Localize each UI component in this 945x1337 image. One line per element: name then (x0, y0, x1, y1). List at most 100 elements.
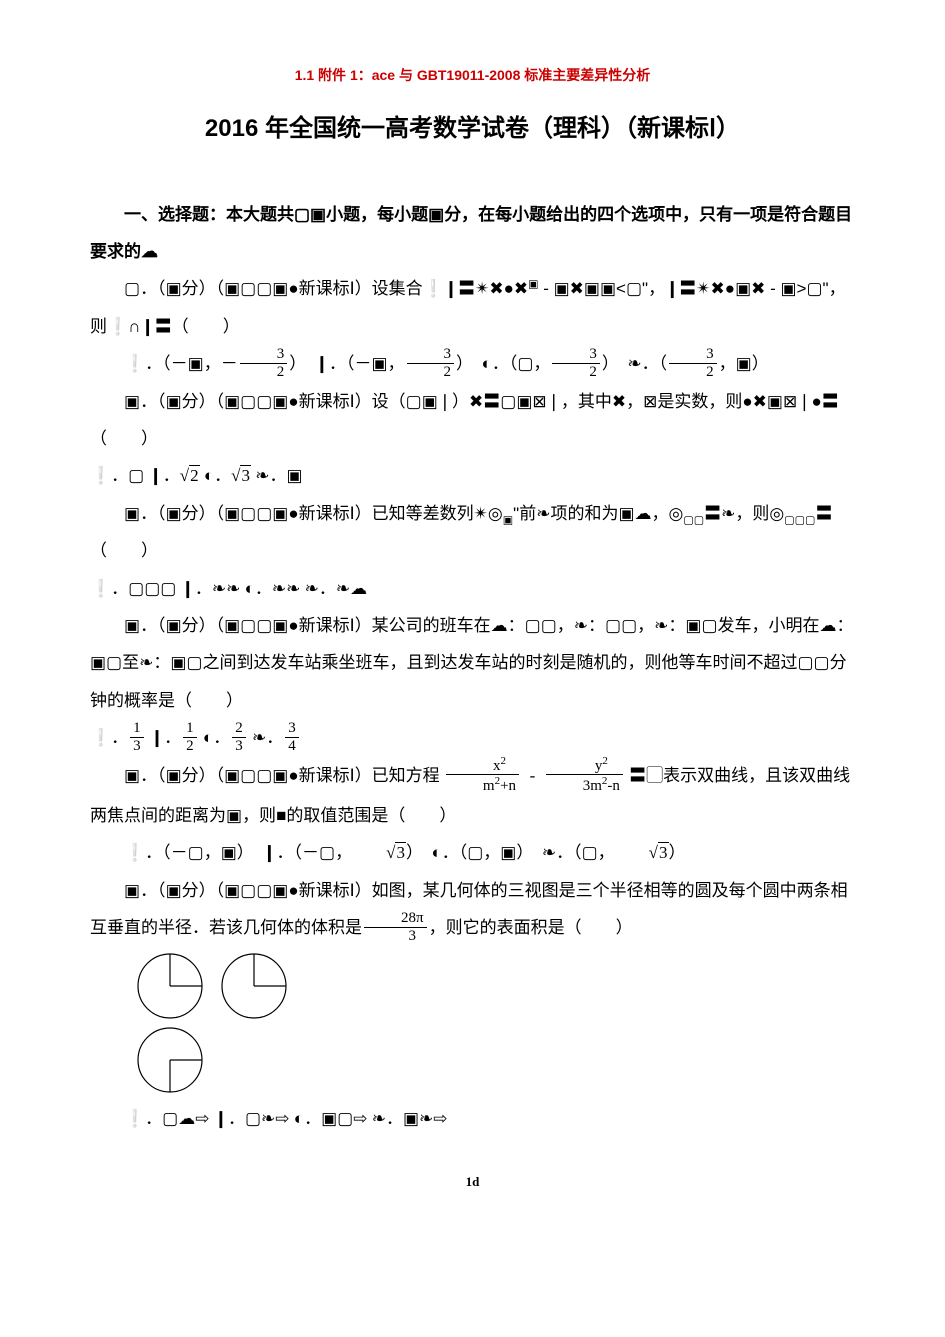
q3-b2: 前 (519, 504, 536, 523)
sqrt-3: 3 (231, 457, 251, 494)
radicand: 3 (395, 842, 406, 862)
three-view-row1 (130, 946, 855, 1026)
q4-optD-icon: ❧ (252, 728, 266, 747)
three-view-circle-2 (214, 946, 294, 1026)
q2-b1: 设（ (372, 392, 406, 411)
q2-g6: ⊠ (643, 392, 657, 411)
q3-g5: ▣☁ (618, 504, 651, 523)
q3-b1: 已知等差数列 (372, 504, 474, 523)
q2-g2: ▣▢▢▣● (224, 392, 299, 411)
frac-1-2: 12 (183, 720, 197, 754)
sqrt-3-b: 3 (352, 834, 406, 871)
q4-optC-icon: ◐ (203, 728, 213, 747)
q5-tag: 新课标Ⅰ） (299, 766, 372, 785)
frac-den: 4 (285, 738, 299, 755)
q5-oc3: ） (516, 843, 533, 862)
frac-den: 3 (130, 738, 144, 755)
cloud-icon: ☁ (141, 242, 158, 261)
q5-optA-icon: ❕ (124, 843, 145, 862)
q6-oc-g: ▣▢⇨ (321, 1109, 367, 1128)
q5-oa3: ） (237, 843, 254, 862)
frac-num: 3 (669, 346, 717, 364)
q2-g5: ✖ (612, 392, 626, 411)
header-annotation: 1.1 附件 1：ace 与 GBT19011-2008 标准主要差异性分析 (90, 60, 855, 91)
q5-b3: ，则 (242, 806, 276, 825)
q2-optA-icon: ❕ (90, 466, 111, 485)
q1-od-g: ▣ (736, 354, 752, 373)
q2-num-icon: ▣ (124, 392, 140, 411)
q3-t1: ．（ (140, 504, 166, 523)
q4-tag: 新课标Ⅰ） (299, 616, 372, 635)
q6-b2: ，则它的表面积是（ ） (429, 918, 633, 937)
q5-g5: ■ (276, 806, 286, 825)
q1-ob-g: ▣ (371, 354, 387, 373)
q5-oa-g2: ▣ (221, 843, 237, 862)
q4-b1: 某公司的班车在 (372, 616, 491, 635)
q3-oc: ． (255, 579, 272, 598)
frac-28pi-3: 28π3 (364, 910, 427, 944)
q6-oc: ． (304, 1109, 321, 1128)
q6-g2: ▣▢▢▣● (224, 881, 299, 900)
q1-od1: ．（ (642, 354, 668, 373)
q5-t1: ．（ (140, 766, 166, 785)
q1-optD-icon: ❧ (627, 354, 641, 373)
q6-od: ． (386, 1109, 403, 1128)
frac-3-2-d: 32 (669, 346, 717, 380)
q5-oa2: ， (204, 843, 221, 862)
frac-den: 2 (183, 738, 197, 755)
q1-oc-g: ▢ (517, 354, 533, 373)
frac-num: 1 (183, 720, 197, 738)
m: m (483, 778, 495, 794)
q5-od3: ） (669, 843, 686, 862)
radicand: 3 (658, 842, 669, 862)
q1-od3: ） (752, 354, 769, 373)
radicand: 2 (189, 465, 200, 485)
frac-3-2-a: 32 (240, 346, 288, 380)
q2-od: ． (269, 466, 286, 485)
q1-b1: 设集合 (372, 279, 423, 298)
frac-3-4: 34 (285, 720, 299, 754)
q3-g1: ▣ (166, 504, 182, 523)
frac-num: 3 (240, 346, 288, 364)
q5-ob3: ） (406, 843, 423, 862)
q1-t2: 分）（ (182, 279, 225, 298)
q5-oc2: ， (483, 843, 500, 862)
q2-tag: 新课标Ⅰ） (299, 392, 372, 411)
glyph-box: ▢▣ (294, 205, 326, 224)
frac-den: 3 (364, 928, 427, 945)
question-5: ▣．（▣分）（▣▢▢▣●新课标Ⅰ）已知方程 x2m2+n - y23m2-n 〓… (90, 757, 855, 834)
q2-b2: ） (452, 392, 469, 411)
frac-den: 2 (552, 364, 600, 381)
q2-g1: ▣ (166, 392, 182, 411)
q2-optB-icon: ❙ (148, 466, 162, 485)
q4-g2: ▣▢▢▣● (224, 616, 299, 635)
q1-b4: ∩ (128, 317, 140, 336)
q4-g3: ☁ (491, 616, 508, 635)
frac-den: 2 (240, 364, 288, 381)
q6-optB-icon: ❙ (214, 1109, 228, 1128)
q4-b10: ： (153, 653, 170, 672)
q2-oa-g: ▢ (128, 466, 144, 485)
q3-optD-icon: ❧ (305, 579, 319, 598)
q4-optA-icon: ❕ (90, 728, 111, 747)
q6-t2: 分）（ (182, 881, 225, 900)
q6-ob-g: ▢❧⇨ (245, 1109, 290, 1128)
frac-den: 2 (407, 364, 455, 381)
section-1-heading: 一、选择题：本大题共▢▣小题，每小题▣分，在每小题给出的四个选项中，只有一项是符… (90, 196, 855, 271)
page-title: 2016 年全国统一高考数学试卷（理科）（新课标Ⅰ） (90, 103, 855, 156)
q1-b5: （ ） (172, 317, 240, 336)
q2-od-g: ▣ (286, 466, 302, 485)
frac-num: 1 (130, 720, 144, 738)
q3-g4: ❧ (536, 504, 550, 523)
minusn: -n (607, 778, 620, 794)
q3-optA-icon: ❕ (90, 579, 111, 598)
frac-y2-3m2n: y23m2-n (546, 755, 623, 795)
q3-b4: ， (652, 504, 669, 523)
frac-2-3: 23 (232, 720, 246, 754)
q3-ob-g: ❧❧ (212, 579, 241, 598)
page-number: 1d (90, 1168, 855, 1197)
q4-g7: ❧ (654, 616, 668, 635)
frac-den: 3 (232, 738, 246, 755)
q3-b5: ，则 (735, 504, 769, 523)
q2-g3: ▢▣❘ (406, 392, 452, 411)
